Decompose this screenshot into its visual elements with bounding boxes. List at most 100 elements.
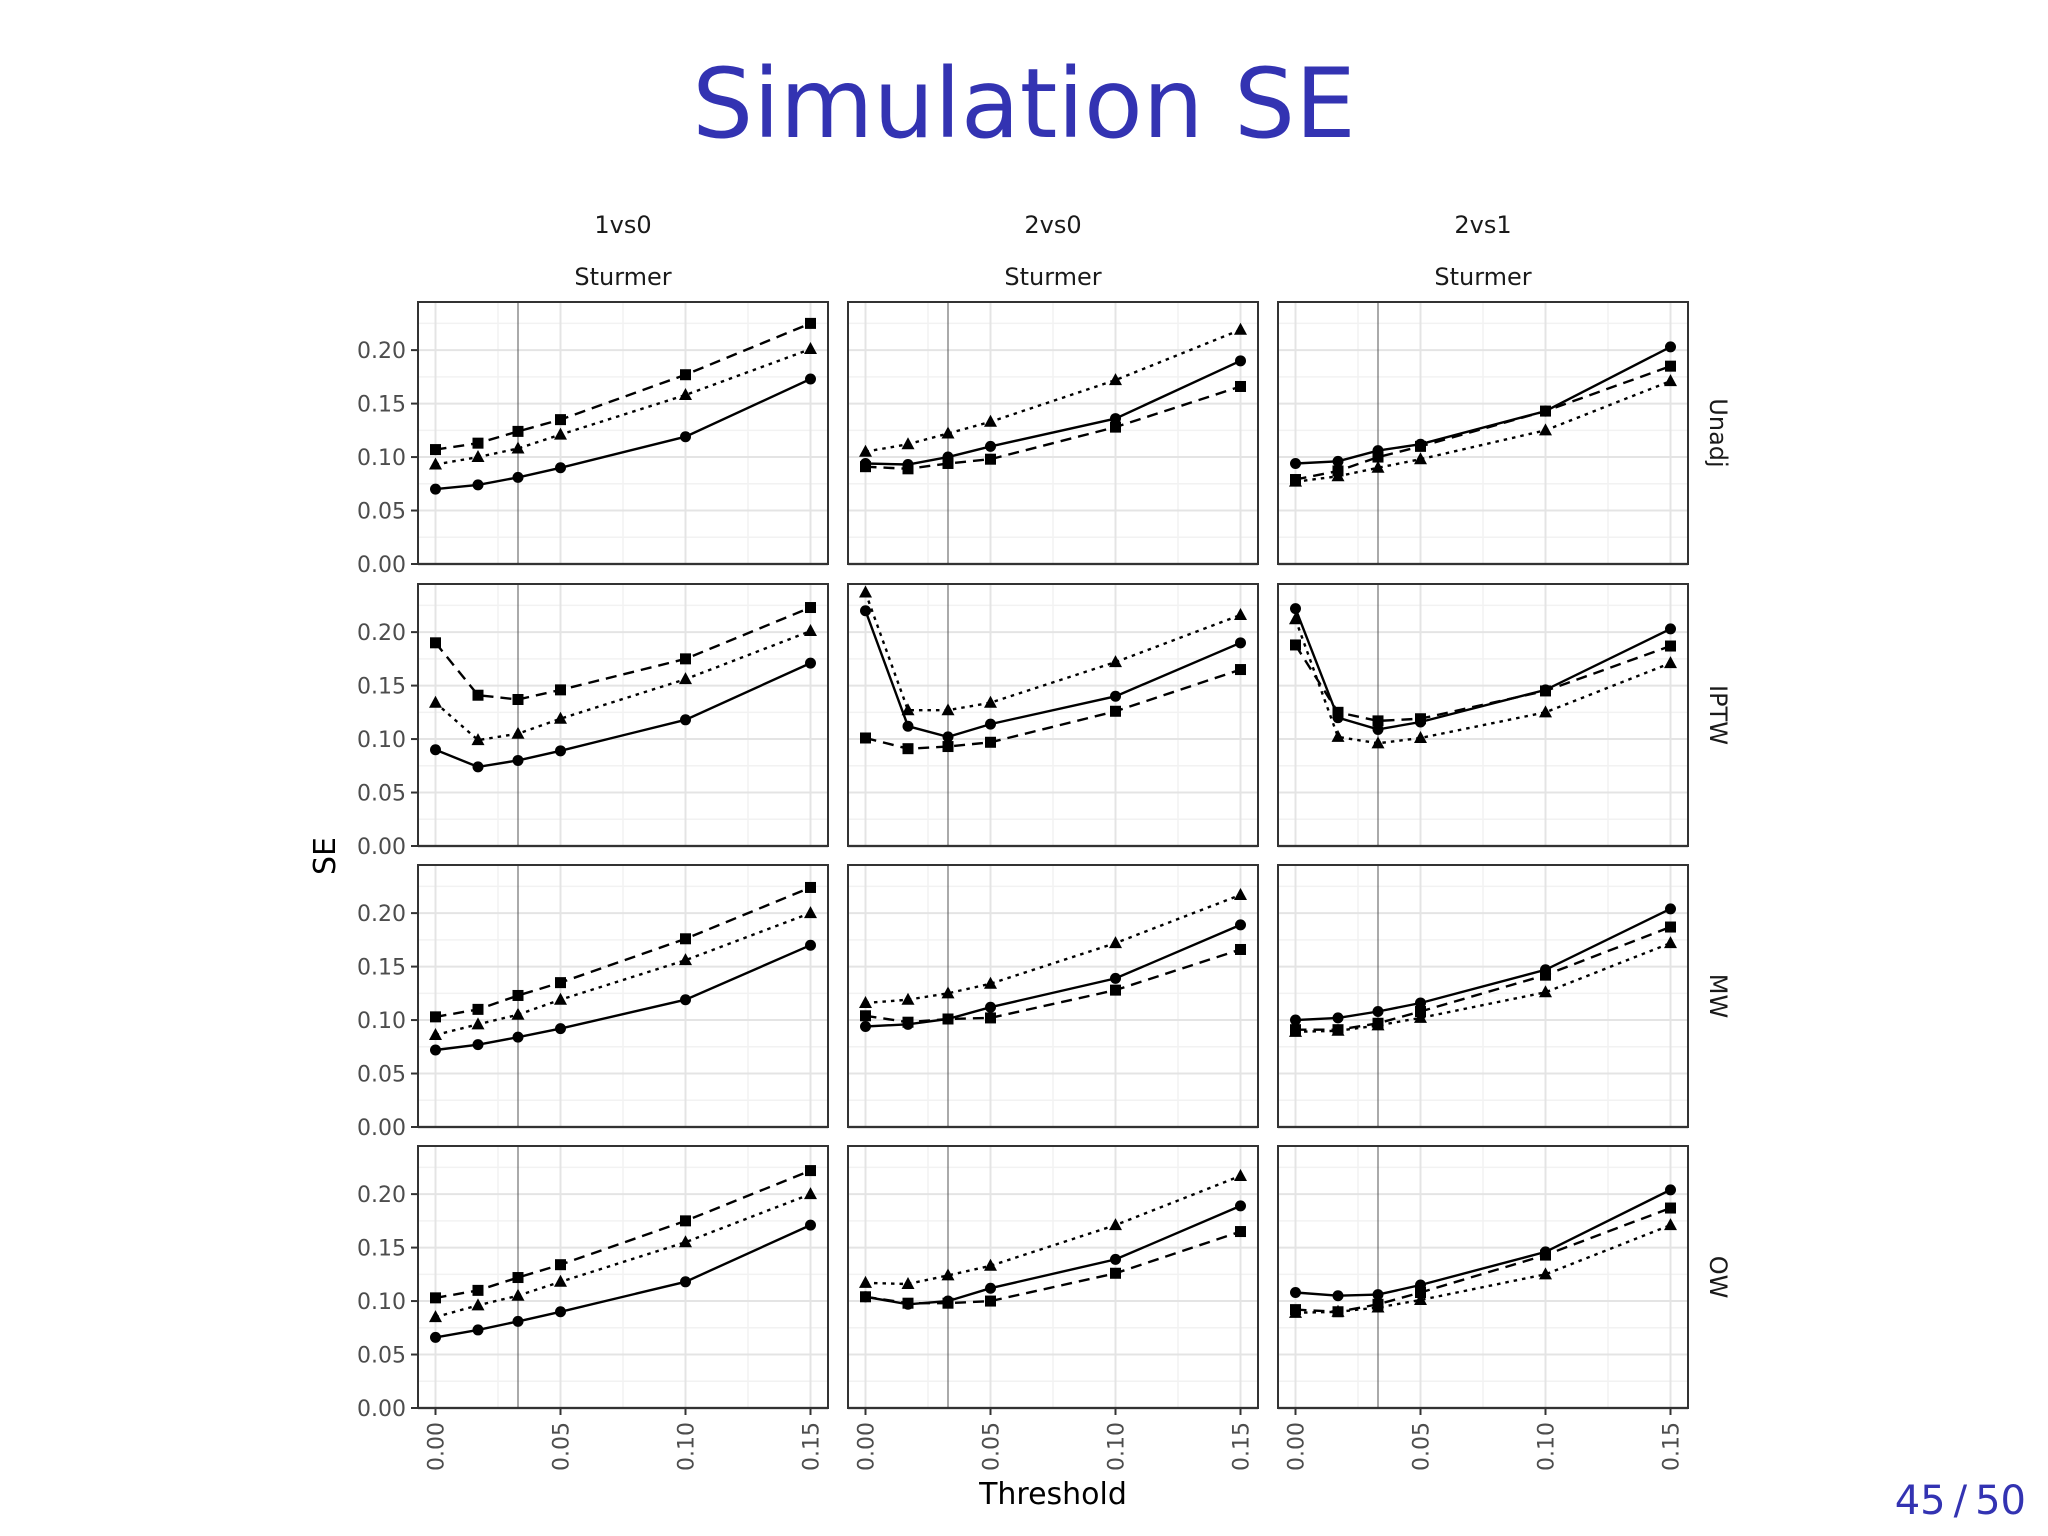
point-square bbox=[1372, 451, 1384, 463]
point-square bbox=[512, 1272, 524, 1284]
page-current: 45 bbox=[1894, 1478, 1946, 1524]
panel-ow-2vs0: 0.00 0.05 0.10 0.15 bbox=[847, 1145, 1259, 1471]
point-square bbox=[472, 1003, 484, 1015]
point-circle bbox=[805, 657, 816, 669]
y-tick-label: 0.10 bbox=[357, 728, 406, 753]
series-line-square bbox=[1294, 644, 1671, 723]
point-square bbox=[1110, 984, 1121, 996]
point-circle bbox=[472, 1324, 484, 1336]
x-tick-label: 0.15 bbox=[800, 1422, 825, 1471]
point-circle bbox=[1235, 1200, 1246, 1212]
x-tick-label: 0.00 bbox=[855, 1422, 880, 1471]
point-square bbox=[1110, 421, 1121, 433]
column-sublabel: Sturmer bbox=[1004, 263, 1101, 291]
series-line-square bbox=[865, 385, 1241, 471]
point-triangle bbox=[429, 1310, 442, 1323]
point-triangle bbox=[804, 1187, 817, 1200]
point-triangle bbox=[984, 695, 997, 708]
point-circle bbox=[1110, 972, 1121, 984]
point-triangle bbox=[941, 703, 955, 716]
point-circle bbox=[985, 718, 996, 730]
point-triangle bbox=[471, 450, 485, 463]
point-square bbox=[1235, 943, 1246, 955]
series-line-circle bbox=[865, 1204, 1241, 1306]
point-circle bbox=[1372, 723, 1384, 735]
point-square bbox=[555, 977, 566, 989]
x-tick-label: 0.05 bbox=[550, 1422, 575, 1471]
point-square bbox=[1110, 1267, 1121, 1279]
y-tick-label: 0.15 bbox=[357, 393, 406, 418]
point-square bbox=[1665, 1202, 1676, 1214]
series-line-triangle bbox=[1294, 618, 1671, 745]
series-line-circle bbox=[1295, 1188, 1672, 1297]
point-circle bbox=[1372, 1289, 1384, 1301]
point-triangle bbox=[511, 1288, 525, 1301]
series-line-square bbox=[865, 1230, 1241, 1305]
x-tick-label: 0.00 bbox=[425, 1422, 450, 1471]
point-triangle bbox=[1331, 729, 1345, 742]
point-square bbox=[1540, 1249, 1551, 1261]
slide-title: Simulation SE bbox=[692, 48, 1356, 160]
y-tick-label: 0.05 bbox=[357, 500, 406, 525]
point-square bbox=[985, 1295, 996, 1307]
point-square bbox=[805, 1165, 816, 1177]
point-circle bbox=[860, 1020, 871, 1032]
point-square bbox=[902, 743, 914, 755]
point-circle bbox=[430, 744, 441, 756]
point-square bbox=[985, 1012, 996, 1024]
point-circle bbox=[680, 431, 691, 443]
point-square bbox=[1665, 640, 1676, 652]
point-square bbox=[680, 1215, 691, 1227]
panel-border bbox=[847, 301, 1259, 565]
series-line-triangle bbox=[435, 911, 811, 1037]
panel-ow-2vs1: 0.00 0.05 0.10 0.15 OW bbox=[1277, 1145, 1732, 1471]
point-triangle bbox=[1289, 1305, 1302, 1318]
series-line-circle bbox=[1295, 907, 1672, 1022]
point-triangle bbox=[859, 1275, 872, 1288]
y-tick-label: 0.20 bbox=[357, 339, 406, 364]
series-line-triangle bbox=[1295, 379, 1671, 483]
panel-border bbox=[417, 583, 829, 847]
row-label: Unadj bbox=[1704, 398, 1732, 467]
point-triangle bbox=[984, 414, 997, 427]
panel-unadj-1vs0: 0.00 0.05 0.10 0.15 0.20 1vs0 Sturmer bbox=[357, 211, 829, 578]
column-sublabel: Sturmer bbox=[574, 263, 671, 291]
series-line-triangle bbox=[865, 1174, 1241, 1286]
panel-border bbox=[847, 583, 1259, 847]
point-triangle bbox=[901, 1276, 915, 1289]
point-square bbox=[860, 1010, 871, 1022]
series-line-circle bbox=[864, 610, 1241, 739]
point-triangle bbox=[679, 1235, 692, 1248]
point-square bbox=[902, 463, 914, 475]
series-line-triangle bbox=[1295, 1223, 1671, 1314]
point-triangle bbox=[429, 695, 442, 708]
point-triangle bbox=[1234, 322, 1247, 335]
series-line-square bbox=[434, 606, 811, 701]
point-triangle bbox=[901, 992, 915, 1005]
point-circle bbox=[472, 761, 484, 773]
point-triangle bbox=[554, 992, 567, 1005]
point-triangle bbox=[1414, 452, 1427, 465]
point-square bbox=[680, 653, 691, 665]
point-circle bbox=[1290, 1014, 1301, 1026]
point-square bbox=[512, 693, 524, 705]
point-square bbox=[1235, 380, 1246, 392]
panel-mw-1vs0: 0.00 0.05 0.10 0.15 0.20 bbox=[357, 864, 829, 1141]
point-circle bbox=[555, 1306, 566, 1318]
point-circle bbox=[472, 1039, 484, 1051]
panel-border bbox=[417, 864, 829, 1128]
point-triangle bbox=[1331, 469, 1345, 482]
x-axis-title: Threshold bbox=[978, 1477, 1127, 1512]
point-square bbox=[1415, 1287, 1426, 1299]
series-line-circle bbox=[435, 662, 811, 769]
point-square bbox=[680, 933, 691, 945]
x-tick-label: 0.10 bbox=[1535, 1422, 1560, 1471]
point-triangle bbox=[984, 976, 997, 989]
point-circle bbox=[1372, 1006, 1384, 1018]
panel-unadj-2vs0: 2vs0 Sturmer bbox=[847, 211, 1259, 566]
point-circle bbox=[860, 605, 871, 617]
point-circle bbox=[805, 1219, 816, 1231]
y-tick-label: 0.10 bbox=[357, 1009, 406, 1034]
panel-border bbox=[847, 1145, 1259, 1409]
point-circle bbox=[985, 1282, 996, 1294]
